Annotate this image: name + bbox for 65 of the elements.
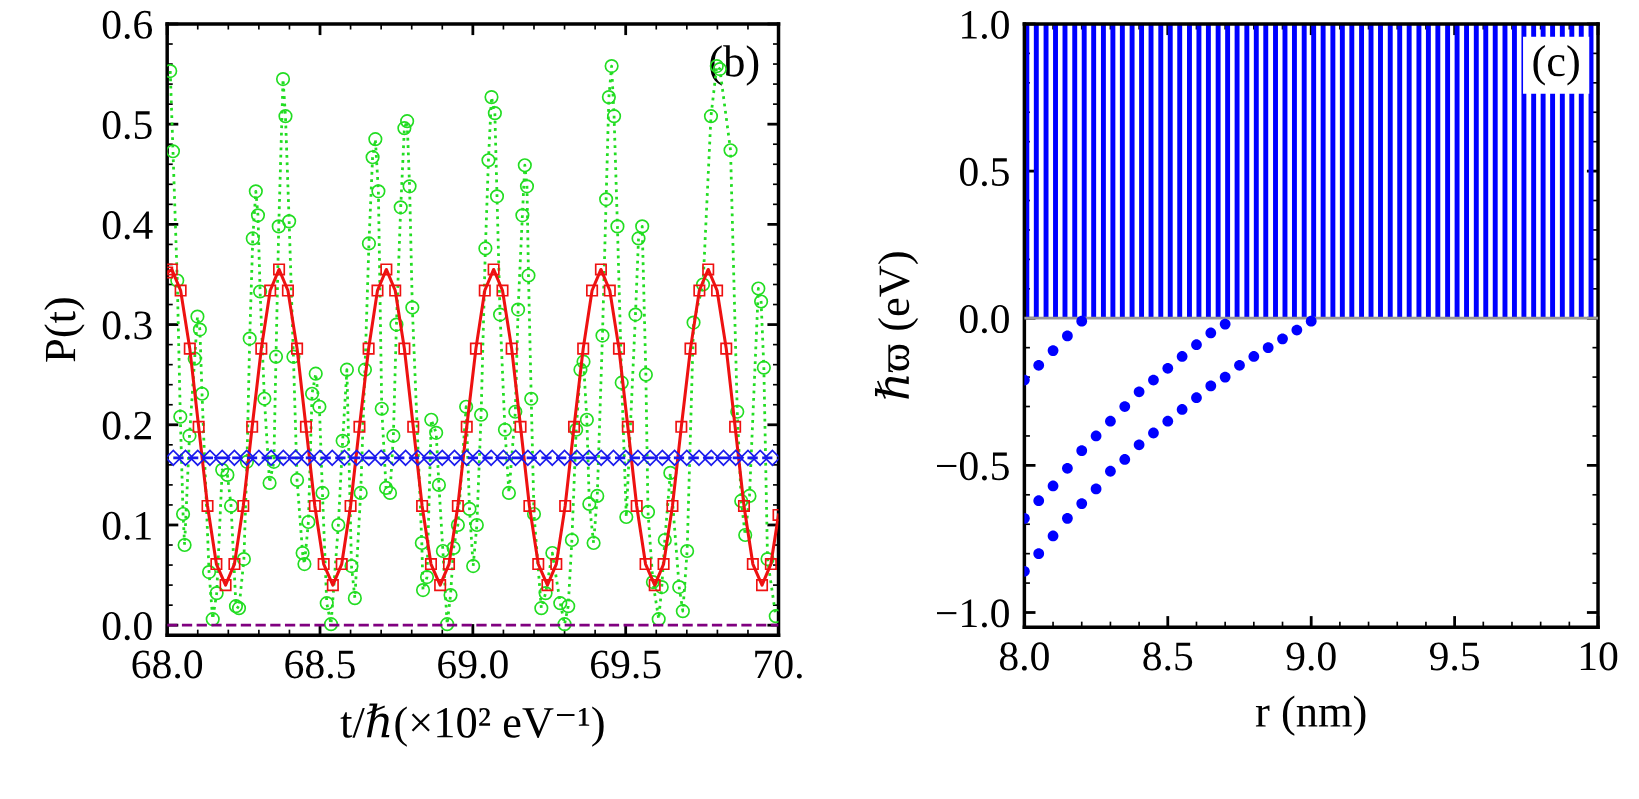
y-tick-label: 0.1: [102, 511, 151, 541]
point: [1191, 392, 1202, 404]
y-axis-title: P(t): [44, 298, 85, 362]
point: [1205, 327, 1217, 339]
x-tick-label: 69.5: [591, 650, 661, 679]
x-tick-label: 69.0: [438, 650, 508, 679]
x-tick-label: 68.5: [285, 650, 355, 679]
point: [1105, 415, 1116, 427]
point: [1033, 495, 1045, 507]
x-tick-label: 9.0: [1286, 642, 1336, 671]
x-tick-label: 68.0: [132, 650, 203, 679]
point: [1062, 462, 1073, 474]
point: [1047, 480, 1059, 492]
x-axis-title: r (nm): [1255, 695, 1366, 736]
point: [1162, 415, 1174, 427]
y-tick-label: 0.6: [102, 10, 153, 40]
point: [1234, 359, 1245, 371]
point: [1047, 345, 1059, 356]
point: [1105, 465, 1116, 477]
point: [1119, 454, 1131, 465]
point: [1176, 351, 1188, 362]
y-tick-label: −1.0: [936, 599, 1009, 628]
y-tick-label: 0.5: [959, 157, 1009, 187]
x-axis-title: t/ℏ(×10² eV⁻¹): [340, 703, 604, 747]
point: [1205, 380, 1217, 392]
point: [1033, 548, 1045, 560]
y-tick-label: 0.3: [102, 311, 152, 340]
point: [1062, 512, 1073, 524]
x-tick-label: 9.5: [1429, 642, 1480, 671]
x-tick-label: 10: [1580, 642, 1618, 671]
annotation: (c): [1533, 45, 1579, 86]
point: [1033, 359, 1045, 371]
point: [1277, 333, 1288, 345]
point: [1219, 318, 1231, 330]
point: [1119, 401, 1131, 412]
y-tick-label: 0.2: [102, 411, 151, 440]
y-tick-label: −0.5: [936, 452, 1009, 481]
point: [1148, 374, 1159, 386]
point: [1090, 430, 1102, 442]
x-tick-label: 8.5: [1143, 642, 1193, 671]
point: [1062, 330, 1073, 342]
point: [1076, 445, 1088, 457]
point: [1262, 342, 1274, 354]
point: [1133, 386, 1145, 398]
point: [1133, 439, 1145, 451]
point: [1047, 530, 1059, 542]
point: [1090, 483, 1102, 495]
point: [1148, 427, 1159, 439]
point: [1176, 404, 1188, 415]
x-tick-label: 70.: [755, 650, 802, 679]
point: [1076, 498, 1088, 509]
point: [1305, 315, 1317, 327]
point: [1291, 324, 1303, 336]
y-tick-label: 0.4: [102, 211, 153, 240]
point: [1191, 339, 1202, 351]
point: [1219, 371, 1231, 383]
y-tick-label: 1.0: [962, 10, 1009, 40]
point: [1248, 351, 1260, 362]
x-tick-label: 8.0: [999, 642, 1049, 671]
y-tick-label: 0.0: [959, 304, 1009, 334]
y-tick-label: 0.0: [102, 611, 152, 641]
point: [1162, 362, 1174, 374]
y-axis-title: ℏϖ (eV): [875, 252, 919, 399]
y-tick-label: 0.5: [102, 110, 152, 140]
point: [1076, 315, 1088, 327]
